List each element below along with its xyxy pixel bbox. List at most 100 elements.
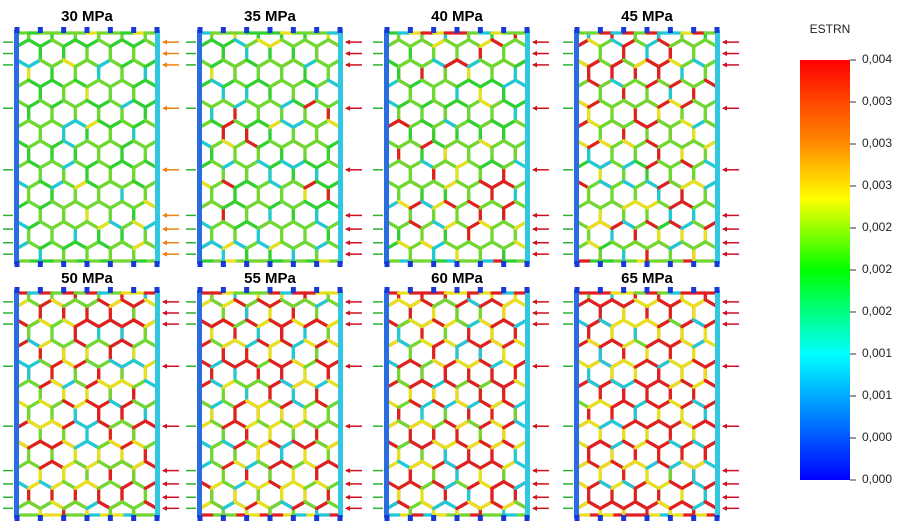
cell-edge — [670, 121, 682, 128]
arrow-head — [722, 252, 727, 257]
cell-edge — [29, 222, 41, 229]
cell-edge — [75, 401, 87, 408]
node — [198, 27, 203, 33]
cell-edge — [317, 60, 329, 67]
cell-edge — [682, 60, 694, 67]
node — [598, 515, 603, 521]
cell-edge — [258, 482, 270, 489]
cell-edge — [434, 60, 446, 67]
cell-edge — [223, 502, 235, 509]
side-wall — [715, 30, 720, 264]
cell-edge — [635, 300, 647, 307]
cell-edge — [469, 100, 481, 107]
colorbar-label: 0,004 — [862, 52, 892, 66]
cell-edge — [504, 201, 516, 208]
cell-edge — [659, 441, 671, 448]
cell-edge — [110, 222, 122, 229]
node — [525, 287, 530, 293]
node — [268, 27, 273, 33]
node — [668, 27, 673, 33]
legend-title: ESTRN — [810, 22, 851, 36]
arrow-head — [345, 167, 350, 172]
honeycomb — [373, 287, 549, 521]
cell-edge — [29, 421, 41, 428]
cell-edge — [235, 60, 247, 67]
cell-edge — [258, 40, 270, 47]
cell-edge — [434, 80, 446, 87]
cell-edge — [212, 300, 224, 307]
cell-edge — [317, 340, 329, 347]
cell-edge — [122, 60, 134, 67]
cell-edge — [64, 381, 76, 388]
cell-edge — [469, 441, 481, 448]
node — [198, 287, 203, 293]
arrow-head — [162, 51, 167, 56]
panel-title: 45 MPa — [621, 8, 673, 25]
node — [15, 261, 20, 267]
cell-edge — [670, 181, 682, 188]
arrow-head — [345, 213, 350, 218]
cell-edge — [40, 300, 52, 307]
honeycomb — [186, 27, 362, 267]
cell-edge — [589, 340, 601, 347]
arrow-head — [345, 322, 350, 327]
cell-edge — [29, 121, 41, 128]
side-wall — [197, 30, 202, 264]
node — [244, 287, 249, 293]
cell-edge — [75, 141, 87, 148]
cell-edge — [122, 340, 134, 347]
cell-edge — [469, 421, 481, 428]
cell-edge — [29, 161, 41, 168]
cell-edge — [670, 421, 682, 428]
cell-edge — [422, 300, 434, 307]
cell-edge — [305, 502, 317, 509]
cell-edge — [235, 161, 247, 168]
cell-edge — [305, 300, 317, 307]
cell-edge — [694, 421, 706, 428]
cell-edge — [670, 40, 682, 47]
cell-edge — [40, 121, 52, 128]
cell-edge — [659, 461, 671, 468]
node — [645, 261, 650, 267]
cell-edge — [624, 222, 636, 229]
cell-edge — [410, 381, 422, 388]
cell-edge — [682, 222, 694, 229]
node — [155, 261, 160, 267]
cell-edge — [612, 141, 624, 148]
cell-edge — [694, 381, 706, 388]
cell-edge — [445, 320, 457, 327]
cell-edge — [647, 60, 659, 67]
cell-edge — [134, 461, 146, 468]
cell-edge — [29, 242, 41, 249]
side-wall — [574, 30, 579, 264]
cell-edge — [52, 121, 64, 128]
cell-edge — [99, 222, 111, 229]
cell-edge — [589, 441, 601, 448]
cell-edge — [293, 320, 305, 327]
cell-edge — [635, 381, 647, 388]
cell-edge — [589, 80, 601, 87]
cell-edge — [647, 502, 659, 509]
arrow-head — [345, 424, 350, 429]
node — [155, 287, 160, 293]
cell-edge — [270, 441, 282, 448]
cell-edge — [600, 181, 612, 188]
cell-edge — [624, 441, 636, 448]
cell-edge — [659, 222, 671, 229]
cell-edge — [293, 121, 305, 128]
cell-edge — [99, 161, 111, 168]
cell-edge — [64, 340, 76, 347]
cell-edge — [282, 222, 294, 229]
cell-edge — [469, 461, 481, 468]
cell-edge — [282, 242, 294, 249]
cell-edge — [504, 100, 516, 107]
cell-edge — [110, 161, 122, 168]
cell-edge — [293, 381, 305, 388]
cell-edge — [410, 441, 422, 448]
cell-edge — [87, 201, 99, 208]
cell-edge — [457, 340, 469, 347]
cell-edge — [480, 401, 492, 408]
cell-edge — [635, 360, 647, 367]
cell-edge — [235, 222, 247, 229]
node — [221, 287, 226, 293]
